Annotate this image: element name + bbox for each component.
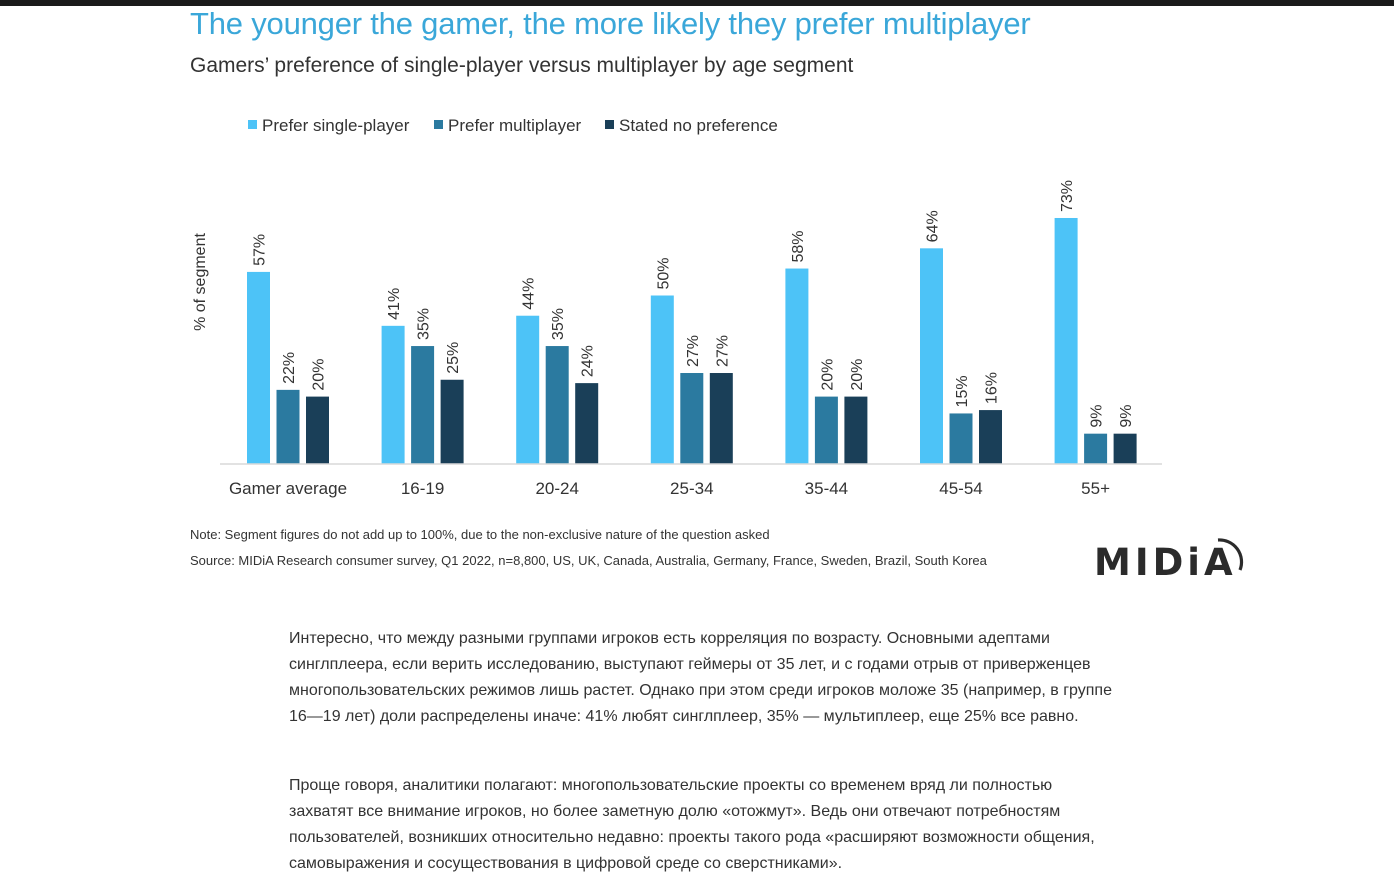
bar-2-1 xyxy=(545,346,569,464)
legend-swatch-2 xyxy=(605,120,614,129)
legend-swatch-1 xyxy=(434,120,443,129)
x-tick-4: 35-44 xyxy=(805,479,848,498)
data-label-2-1: 35% xyxy=(550,308,567,340)
bar-1-1 xyxy=(411,346,435,464)
bar-0-2 xyxy=(306,396,329,464)
bar-3-2 xyxy=(709,373,733,464)
x-tick-3: 25-34 xyxy=(670,479,713,498)
data-label-4-2: 20% xyxy=(849,359,866,391)
data-label-1-0: 41% xyxy=(386,288,403,320)
x-tick-labels: Gamer average 16-19 20-24 25-34 35-44 45-54 55… xyxy=(229,479,1110,498)
bar-5-1 xyxy=(949,413,973,464)
bar-4-0 xyxy=(785,268,809,464)
data-label-0-0: 57% xyxy=(252,234,269,266)
midia-logo-text: MIDiA xyxy=(1094,541,1237,580)
data-label-1-2: 25% xyxy=(445,342,462,374)
x-tick-6: 55+ xyxy=(1081,479,1110,498)
chart-source: Source: MIDiA Research consumer survey, … xyxy=(190,553,987,568)
bar-1-0 xyxy=(381,325,405,464)
data-label-0-1: 22% xyxy=(281,352,298,384)
bar-4-2 xyxy=(844,396,868,464)
top-bar xyxy=(0,0,1394,6)
data-label-0-2: 20% xyxy=(311,359,328,391)
midia-logo-arc xyxy=(1217,538,1244,571)
data-label-3-0: 50% xyxy=(655,257,672,289)
data-label-5-1: 15% xyxy=(954,375,971,407)
data-label-1-1: 35% xyxy=(416,308,433,340)
x-tick-2: 20-24 xyxy=(535,479,578,498)
bar-5-0 xyxy=(920,248,943,464)
legend-swatch-0 xyxy=(248,120,257,129)
chart-bars xyxy=(247,217,1137,464)
data-label-3-1: 27% xyxy=(685,335,702,367)
y-axis-label: % of segment xyxy=(192,233,209,331)
bar-0-1 xyxy=(276,389,300,464)
legend-label-0: Prefer single-player xyxy=(262,116,410,135)
data-label-3-2: 27% xyxy=(714,335,731,367)
bar-5-2 xyxy=(979,410,1002,464)
data-label-6-2: 9% xyxy=(1118,405,1135,428)
midia-logo: MIDiA xyxy=(1094,538,1244,580)
bar-3-0 xyxy=(650,295,674,464)
data-label-6-1: 9% xyxy=(1089,405,1106,428)
data-label-6-0: 73% xyxy=(1059,180,1076,212)
bar-2-2 xyxy=(575,383,599,464)
bar-6-1 xyxy=(1084,433,1108,464)
bar-3-1 xyxy=(680,373,704,464)
data-label-5-2: 16% xyxy=(984,372,1001,404)
bar-6-0 xyxy=(1054,217,1078,464)
data-label-4-0: 58% xyxy=(790,231,807,263)
article-paragraph-2: Проще говоря, аналитики полагают: многоп… xyxy=(289,777,1095,872)
bar-0-0 xyxy=(247,271,270,464)
legend-label-1: Prefer multiplayer xyxy=(448,116,582,135)
data-label-2-2: 24% xyxy=(580,345,597,377)
x-tick-5: 45-54 xyxy=(939,479,982,498)
data-label-5-0: 64% xyxy=(925,210,942,242)
chart-note: Note: Segment figures do not add up to 1… xyxy=(190,527,770,542)
bar-chart: Prefer single-player Prefer multiplayer St… xyxy=(192,116,1162,498)
legend-label-2: Stated no preference xyxy=(619,116,778,135)
article-paragraph-1: Интересно, что между разными группами иг… xyxy=(289,630,1112,725)
chart-legend: Prefer single-player Prefer multiplayer St… xyxy=(248,116,778,135)
bar-4-1 xyxy=(814,396,838,464)
data-label-4-1: 20% xyxy=(819,359,836,391)
x-tick-1: 16-19 xyxy=(401,479,444,498)
bar-2-0 xyxy=(516,315,540,464)
chart-data-labels: 57% 22% 20% 41% 35% 25% 44% 35% 24% 50% 27% 27% 58% 2… xyxy=(252,180,1136,428)
data-label-2-0: 44% xyxy=(521,278,538,310)
chart-subtitle: Gamers’ preference of single-player vers… xyxy=(190,54,854,77)
bar-1-2 xyxy=(440,379,464,464)
x-tick-0: Gamer average xyxy=(229,479,347,498)
chart-title: The younger the gamer, the more likely t… xyxy=(190,6,1031,41)
bar-6-2 xyxy=(1113,433,1137,464)
